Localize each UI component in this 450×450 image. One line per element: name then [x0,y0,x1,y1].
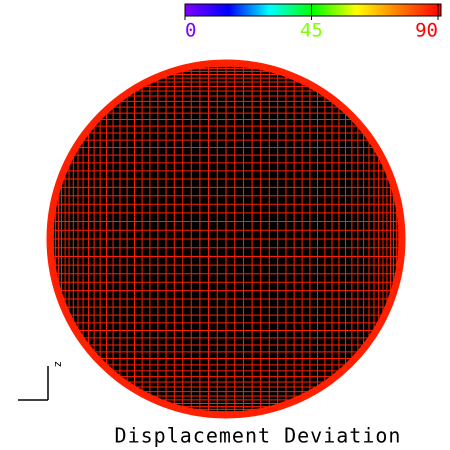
caption: Displacement Deviation [115,424,402,448]
colorbar-tick-label: 45 [300,20,323,42]
axis-triad: z [18,361,65,401]
sphere-mesh [46,59,406,419]
colorbar-tick-label: 0 [185,20,196,42]
axis-label: z [52,361,65,368]
colorbar: 0 45 90 [184,3,442,42]
sphere-rim [46,59,406,419]
colorbar-gradient [184,3,442,17]
colorbar-tick-label: 90 [415,20,438,42]
